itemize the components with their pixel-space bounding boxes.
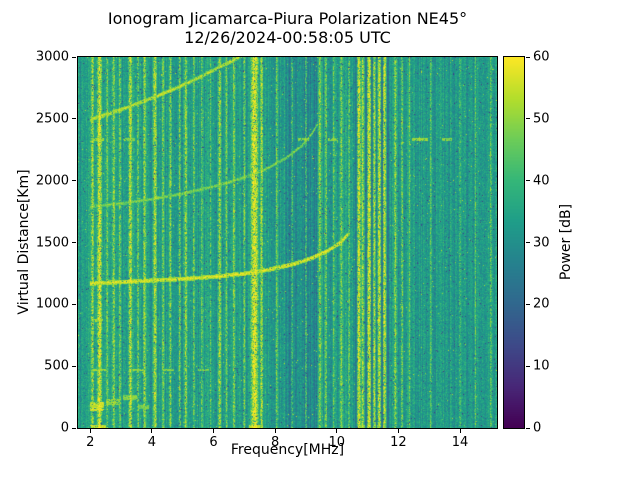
- x-tick-label: 10: [328, 435, 346, 450]
- x-tick-mark: [397, 429, 399, 433]
- x-tick-label: 4: [147, 435, 157, 450]
- colorbar-frame: [503, 56, 525, 429]
- y-tick-mark: [72, 242, 76, 243]
- plot-frame: [77, 56, 498, 429]
- y-tick-mark: [72, 180, 76, 182]
- x-tick-mark: [89, 429, 91, 433]
- y-axis-label: Virtual Distance[Km]: [16, 169, 32, 315]
- chart-subtitle: 12/26/2024-00:58:05 UTC: [184, 28, 391, 47]
- colorbar-tick-mark: [526, 56, 530, 58]
- colorbar-tick-label: 10: [533, 358, 550, 374]
- y-tick-mark: [72, 365, 76, 367]
- chart-title: Ionogram Jicamarca-Piura Polarization NE…: [107, 9, 468, 28]
- x-tick-mark: [274, 429, 276, 433]
- y-tick-label: 3000: [35, 49, 69, 65]
- colorbar-tick-label: 60: [533, 49, 550, 65]
- colorbar-tick-mark: [526, 303, 530, 305]
- y-tick-label: 2500: [35, 111, 69, 127]
- y-tick-mark: [72, 427, 76, 429]
- y-tick-label: 0: [60, 420, 69, 436]
- x-tick-label: 8: [271, 435, 280, 450]
- x-tick-mark: [213, 429, 215, 433]
- x-axis-label: Frequency[MHz]: [230, 442, 345, 458]
- colorbar-tick-label: 20: [533, 296, 550, 312]
- x-tick-label: 2: [86, 435, 95, 450]
- colorbar-tick-label: 40: [533, 173, 550, 189]
- y-tick-mark: [72, 118, 76, 120]
- x-tick-label: 14: [451, 435, 469, 450]
- colorbar-tick-mark: [526, 242, 530, 243]
- colorbar-tick-label: 30: [533, 235, 550, 250]
- x-tick-label: 6: [209, 435, 218, 450]
- colorbar-tick-label: 0: [533, 420, 542, 436]
- x-tick-mark: [336, 429, 338, 433]
- colorbar-tick-mark: [526, 118, 530, 120]
- y-tick-label: 500: [44, 358, 69, 374]
- colorbar-gradient: [504, 57, 524, 428]
- ionogram-heatmap: [78, 57, 497, 428]
- colorbar-tick-label: 50: [533, 111, 550, 127]
- colorbar-tick-mark: [526, 427, 530, 429]
- y-tick-label: 1000: [35, 296, 69, 312]
- y-tick-mark: [72, 56, 76, 58]
- y-tick-label: 2000: [35, 173, 69, 189]
- chart-title-block: Ionogram Jicamarca-Piura Polarization NE…: [78, 9, 497, 47]
- y-tick-mark: [72, 303, 76, 305]
- x-tick-mark: [459, 429, 461, 433]
- colorbar-tick-mark: [526, 365, 530, 367]
- colorbar-tick-mark: [526, 180, 530, 182]
- y-tick-label: 1500: [35, 235, 69, 250]
- colorbar-label: Power [dB]: [558, 203, 574, 281]
- x-tick-mark: [151, 429, 153, 433]
- x-tick-label: 12: [390, 435, 407, 450]
